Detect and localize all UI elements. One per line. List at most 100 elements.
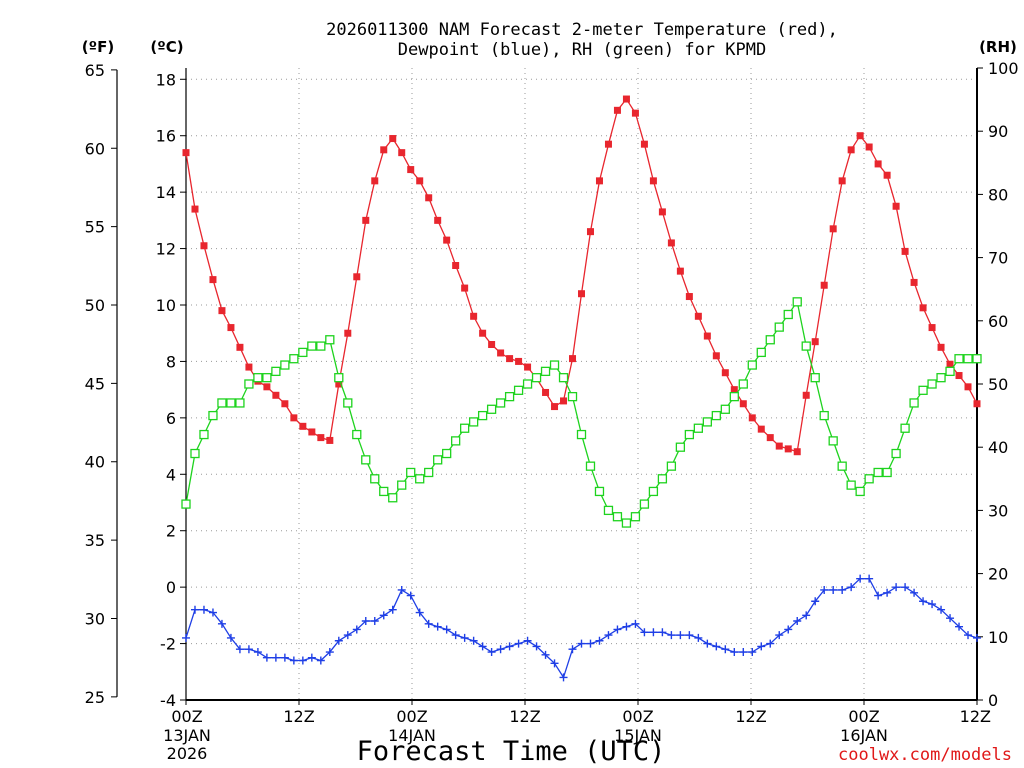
celsius-tick-label: 12 [156, 240, 176, 259]
celsius-tick-label: 14 [156, 183, 176, 202]
data-point [666, 461, 677, 471]
data-point [864, 474, 874, 484]
data-point [433, 622, 442, 631]
data-point [558, 373, 569, 383]
data-point [739, 648, 748, 657]
rh-tick-label: 0 [988, 691, 998, 710]
data-point [585, 461, 596, 471]
rh-unit-label: (RH) [979, 38, 1017, 56]
data-point [281, 400, 289, 408]
fahrenheit-tick-label: 50 [85, 296, 105, 315]
data-point [676, 267, 684, 275]
data-point [522, 379, 533, 389]
data-point [334, 373, 344, 383]
data-point [748, 648, 757, 657]
rh-tick-label: 100 [988, 59, 1019, 78]
data-point [631, 619, 640, 628]
data-point [640, 140, 648, 148]
celsius-tick-label: 6 [166, 409, 176, 428]
data-point [209, 276, 217, 284]
data-point [227, 324, 235, 332]
data-point [236, 343, 244, 351]
data-point [352, 625, 361, 634]
data-point [847, 146, 855, 154]
data-point [676, 631, 685, 640]
x-tick-label: 12Z [283, 707, 314, 726]
data-point [622, 95, 630, 103]
data-point [892, 583, 901, 592]
data-point [919, 597, 928, 606]
data-point [937, 605, 946, 614]
data-point [253, 373, 263, 383]
data-point [235, 645, 244, 654]
data-point [630, 512, 641, 522]
data-point [569, 355, 577, 363]
data-point [973, 633, 981, 642]
data-point [262, 653, 271, 662]
data-point [362, 216, 370, 224]
data-point [461, 284, 469, 292]
data-point [469, 636, 478, 645]
data-point [496, 645, 505, 654]
data-point [829, 225, 837, 233]
data-point [513, 385, 524, 395]
data-point [675, 442, 686, 452]
data-point [604, 631, 613, 640]
data-point [595, 177, 603, 185]
data-point [703, 332, 711, 340]
data-point [361, 455, 371, 465]
data-point [415, 608, 424, 617]
data-point [945, 366, 955, 377]
data-point [927, 379, 937, 389]
data-point [182, 633, 190, 642]
celsius-tick-label: 10 [156, 296, 176, 315]
data-point [865, 143, 873, 151]
data-point [298, 347, 308, 358]
data-point [407, 166, 415, 174]
data-point [379, 486, 389, 497]
data-point [702, 417, 712, 427]
data-point [694, 633, 703, 642]
data-point [649, 177, 657, 185]
data-point [290, 414, 298, 422]
data-point [909, 398, 919, 408]
data-point [819, 410, 829, 421]
data-point [406, 591, 415, 600]
data-point [326, 436, 334, 444]
data-point [658, 208, 666, 216]
data-point [487, 648, 496, 657]
celsius-tick-label: 8 [166, 352, 176, 371]
data-point [424, 619, 433, 628]
data-point [280, 653, 289, 662]
data-point [442, 448, 452, 459]
data-point [937, 343, 945, 351]
data-point [488, 341, 496, 348]
data-point [766, 639, 775, 648]
data-point [542, 388, 550, 396]
data-point [353, 273, 361, 281]
data-point [792, 297, 802, 307]
data-point [371, 177, 379, 185]
data-point [325, 648, 334, 657]
data-point [425, 194, 433, 202]
data-point [684, 429, 695, 440]
data-point [416, 177, 424, 185]
data-point [578, 290, 585, 298]
data-point [964, 631, 973, 640]
data-point [208, 410, 218, 421]
data-point [280, 360, 290, 370]
data-point [577, 639, 586, 648]
rh-tick-label: 60 [988, 312, 1008, 331]
data-point [263, 383, 271, 391]
data-point [946, 614, 955, 623]
data-point [685, 631, 694, 640]
fahrenheit-tick-label: 25 [85, 688, 105, 707]
data-point [955, 372, 963, 380]
fahrenheit-tick-label: 45 [85, 374, 105, 393]
data-point [191, 205, 199, 213]
data-point [406, 467, 416, 478]
rh-tick-label: 50 [988, 375, 1008, 394]
data-point [955, 622, 964, 631]
data-point [910, 278, 918, 286]
data-point [451, 436, 461, 446]
